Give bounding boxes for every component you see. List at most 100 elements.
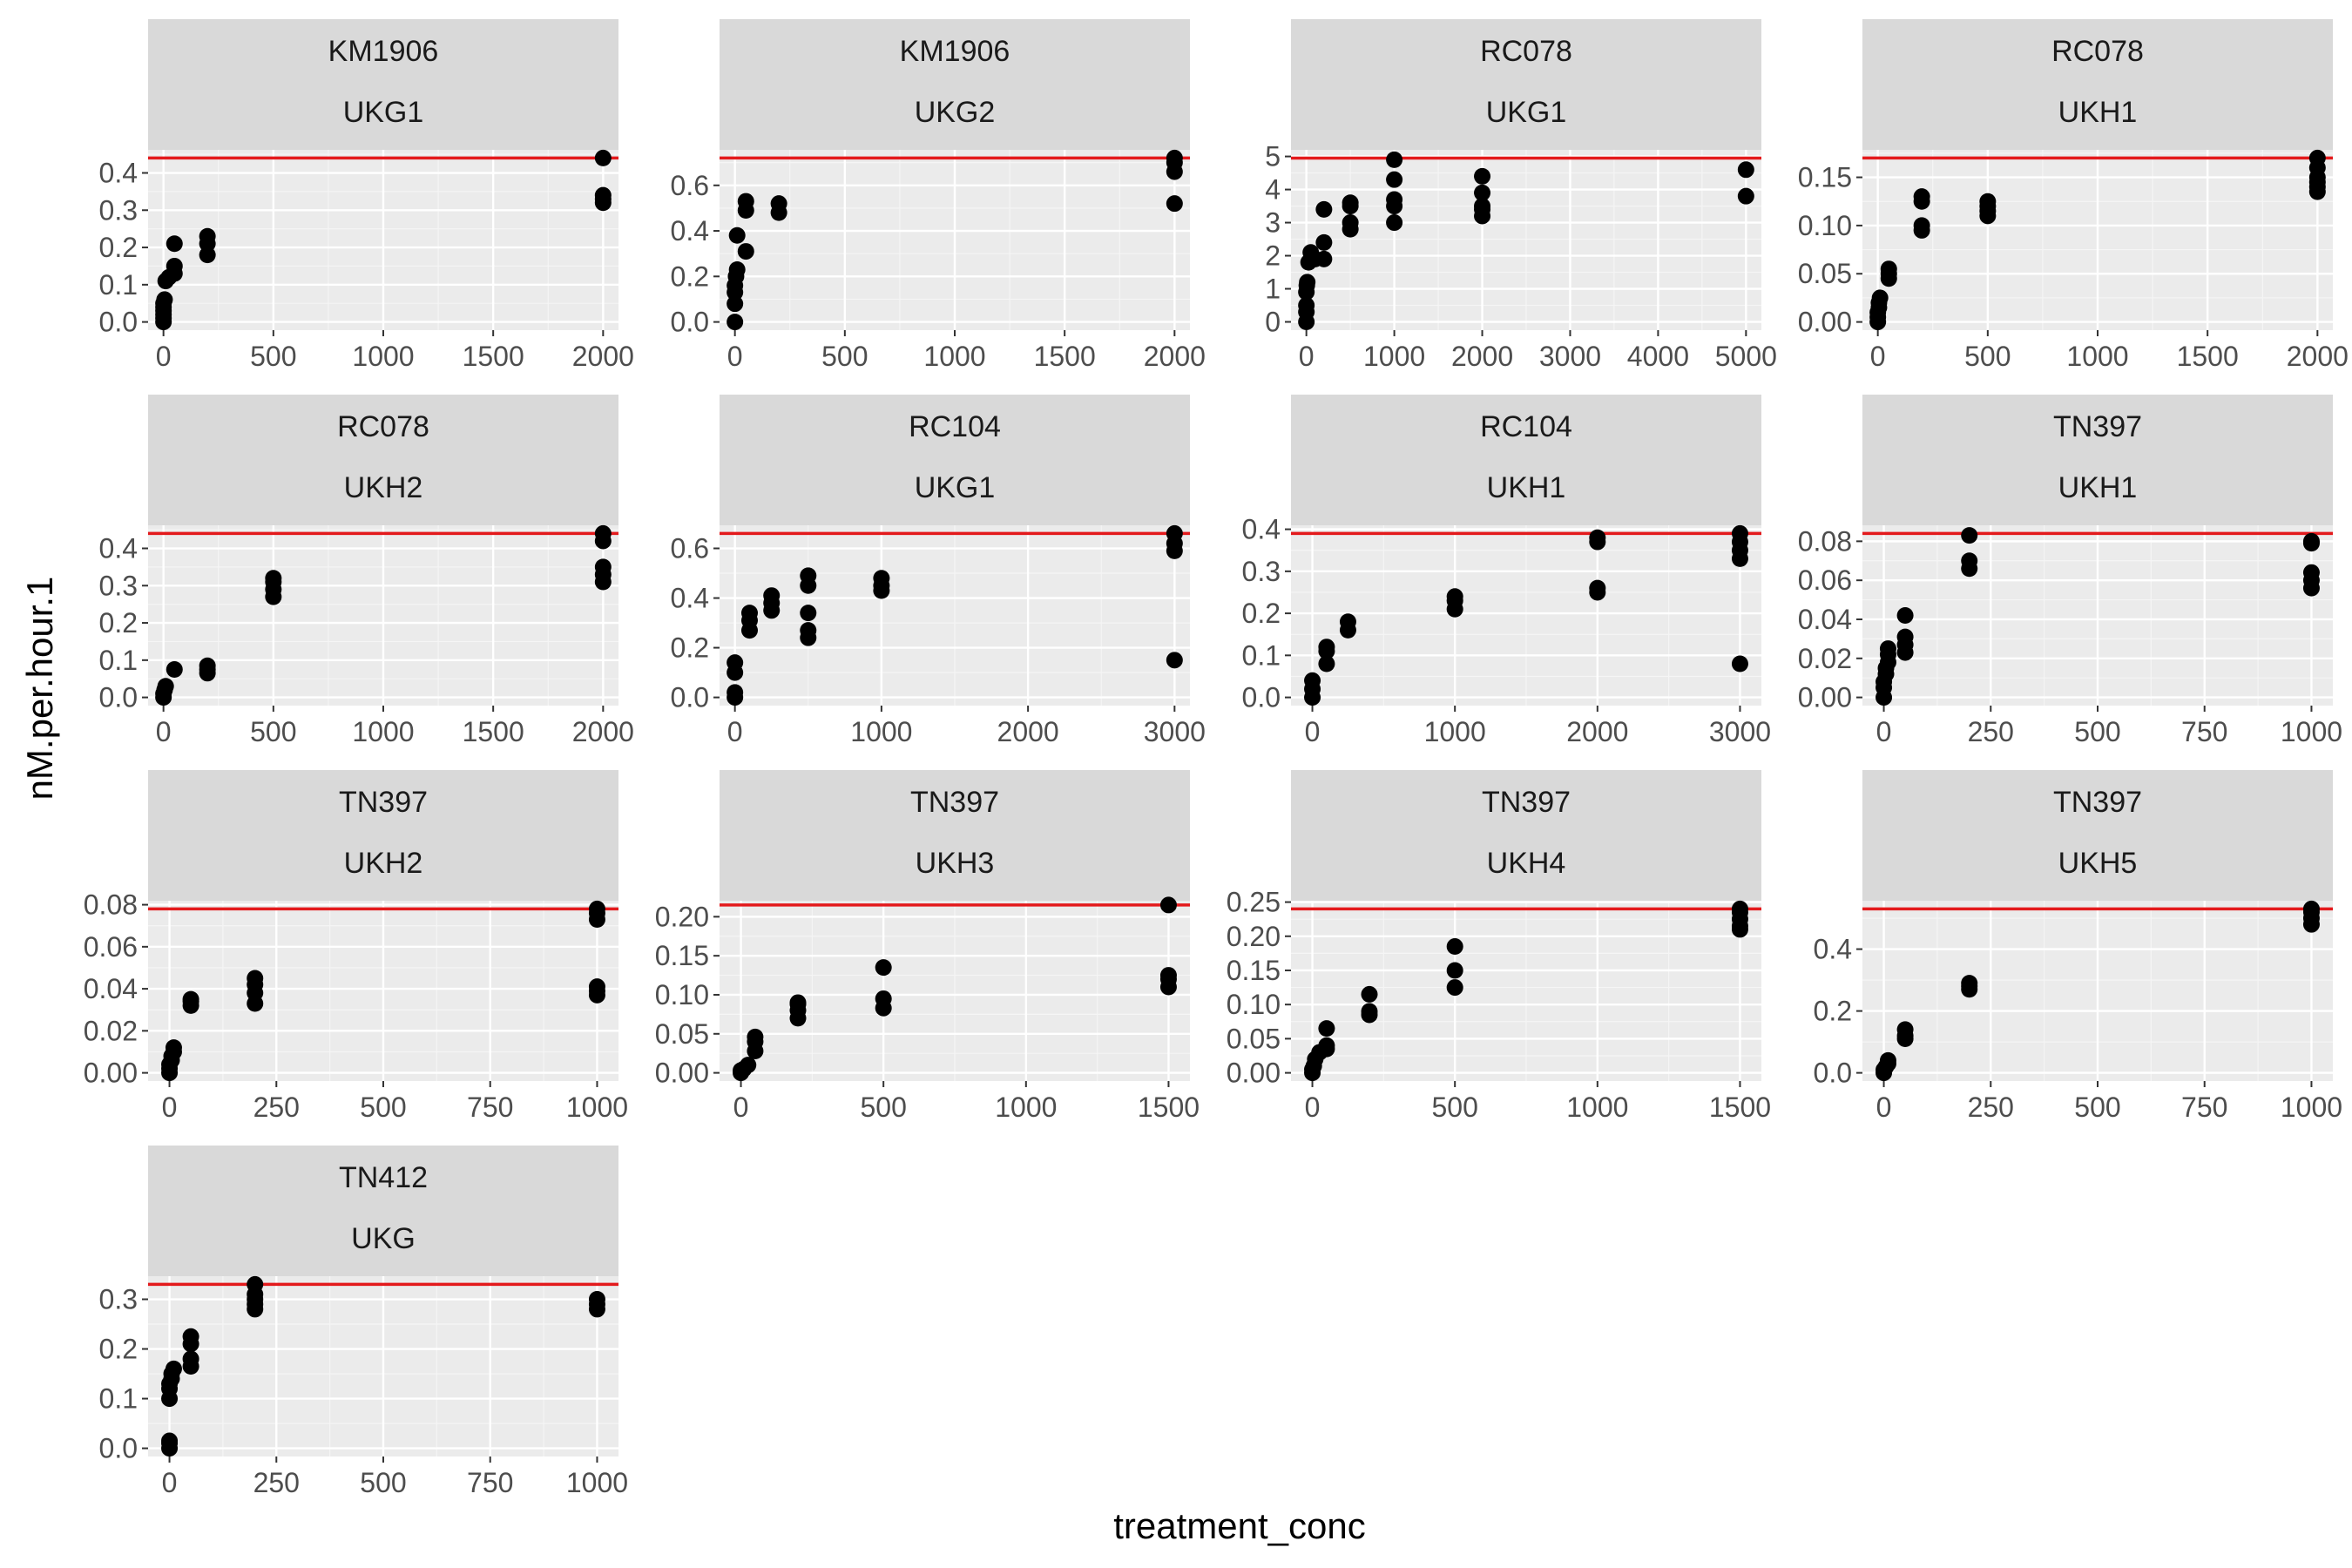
y-tick-label: 0.2 bbox=[1242, 598, 1281, 629]
data-point bbox=[1731, 655, 1748, 672]
y-tick-label: 0.00 bbox=[1227, 1058, 1281, 1089]
data-point bbox=[1159, 896, 1177, 914]
data-point bbox=[800, 605, 817, 622]
facet-strip-label: RC078 bbox=[337, 410, 429, 443]
y-tick-label: 0.0 bbox=[671, 682, 709, 713]
data-point bbox=[594, 524, 612, 542]
data-point bbox=[247, 1275, 264, 1293]
y-tick-label: 0.3 bbox=[99, 1284, 138, 1315]
y-tick-label: 0.05 bbox=[1227, 1023, 1281, 1054]
y-tick-label: 0.02 bbox=[84, 1015, 138, 1046]
facet-strip-label: RC104 bbox=[909, 410, 1001, 443]
data-point bbox=[1318, 1037, 1335, 1054]
y-tick-label: 0.1 bbox=[99, 269, 138, 301]
facet-strip-label: UKH4 bbox=[1487, 847, 1566, 880]
facet-strip bbox=[1862, 395, 2333, 525]
y-tick-label: 0.3 bbox=[99, 194, 138, 226]
y-tick-label: 0.0 bbox=[1242, 682, 1281, 713]
data-point bbox=[1979, 193, 1997, 210]
x-tick-label: 1000 bbox=[995, 1092, 1057, 1123]
y-tick-label: 0.05 bbox=[655, 1018, 709, 1050]
y-tick-label: 0.1 bbox=[1242, 639, 1281, 671]
data-point bbox=[1386, 191, 1403, 208]
facet-strip-label: RC078 bbox=[1480, 35, 1572, 68]
x-tick-label: 4000 bbox=[1627, 341, 1689, 372]
data-point bbox=[1913, 188, 1930, 206]
data-point bbox=[166, 257, 183, 274]
y-tick-label: 0.15 bbox=[655, 940, 709, 971]
data-point bbox=[727, 314, 744, 331]
data-point bbox=[737, 193, 754, 210]
x-tick-label: 0 bbox=[1876, 1092, 1892, 1123]
facet-strip-label: UKH1 bbox=[2058, 471, 2138, 504]
x-tick-label: 1000 bbox=[1363, 341, 1425, 372]
facet-strip bbox=[148, 770, 618, 901]
x-tick-label: 0 bbox=[1299, 341, 1315, 372]
data-point bbox=[873, 570, 890, 587]
y-tick-label: 0.06 bbox=[1798, 564, 1852, 596]
data-point bbox=[1474, 167, 1491, 185]
x-tick-label: 750 bbox=[2181, 1092, 2227, 1123]
data-point bbox=[1166, 652, 1183, 669]
x-tick-label: 0 bbox=[1305, 716, 1321, 747]
data-point bbox=[594, 558, 612, 576]
x-tick-label: 1500 bbox=[463, 716, 524, 747]
y-tick-label: 0.00 bbox=[655, 1058, 709, 1089]
facet-strip bbox=[720, 19, 1190, 150]
data-point bbox=[727, 684, 744, 701]
y-tick-label: 0.04 bbox=[1798, 604, 1852, 635]
y-tick-label: 0.04 bbox=[84, 973, 138, 1004]
data-point bbox=[1166, 149, 1183, 166]
data-point bbox=[1896, 1021, 1914, 1038]
y-tick-label: 0.10 bbox=[1227, 989, 1281, 1020]
facet-strip-label: RC078 bbox=[2051, 35, 2144, 68]
x-tick-label: 1000 bbox=[2281, 716, 2342, 747]
y-tick-label: 0.20 bbox=[655, 901, 709, 932]
x-tick-label: 250 bbox=[253, 1467, 300, 1498]
data-point bbox=[1315, 200, 1333, 218]
x-tick-label: 500 bbox=[1964, 341, 2011, 372]
facet-strip-label: TN412 bbox=[339, 1161, 428, 1194]
data-point bbox=[166, 661, 183, 679]
data-point bbox=[1318, 1020, 1335, 1037]
y-tick-label: 0.0 bbox=[1814, 1058, 1852, 1089]
facet-strip-label: UKG2 bbox=[915, 96, 996, 129]
y-tick-label: 1 bbox=[1265, 274, 1281, 305]
data-point bbox=[1386, 214, 1403, 232]
x-tick-label: 1500 bbox=[1138, 1092, 1200, 1123]
data-point bbox=[1446, 979, 1463, 997]
data-point bbox=[1474, 198, 1491, 215]
facet-strip-label: UKH5 bbox=[2058, 847, 2138, 880]
x-tick-label: 3000 bbox=[1709, 716, 1771, 747]
facet-panel: TN397 UKH5 0 250 500 750 1000 0.0 0.2 0.4 bbox=[1814, 770, 2342, 1123]
data-point bbox=[1731, 524, 1748, 542]
data-point bbox=[165, 1360, 182, 1377]
data-point bbox=[182, 1328, 199, 1345]
x-axis-title: treatment_conc bbox=[1113, 1505, 1366, 1546]
facet-strip-label: UKH2 bbox=[344, 847, 423, 880]
data-point bbox=[1961, 527, 1978, 544]
x-tick-label: 500 bbox=[250, 716, 296, 747]
data-point bbox=[588, 1291, 605, 1308]
facet-panel: TN397 UKH2 0 250 500 750 1000 0.00 0.02 0.04 0.06 0… bbox=[84, 770, 628, 1123]
y-tick-label: 0.2 bbox=[671, 260, 709, 292]
facet-strip bbox=[1291, 19, 1761, 150]
data-point bbox=[1386, 151, 1403, 168]
data-point bbox=[875, 990, 892, 1007]
data-point bbox=[728, 260, 746, 278]
data-point bbox=[166, 235, 183, 253]
y-tick-label: 0.00 bbox=[84, 1058, 138, 1089]
x-tick-label: 1500 bbox=[1034, 341, 1096, 372]
data-point bbox=[1589, 579, 1606, 597]
facet-strip bbox=[1862, 770, 2333, 901]
x-tick-label: 0 bbox=[727, 716, 743, 747]
data-point bbox=[182, 1350, 199, 1368]
data-point bbox=[1159, 967, 1177, 984]
data-point bbox=[1896, 628, 1914, 645]
facet-panel: RC104 UKH1 0 1000 2000 3000 0.0 0.1 0.2 0.3 0.4 bbox=[1242, 395, 1771, 747]
data-point bbox=[1880, 260, 1897, 278]
facet-strip-label: UKH3 bbox=[916, 847, 995, 880]
